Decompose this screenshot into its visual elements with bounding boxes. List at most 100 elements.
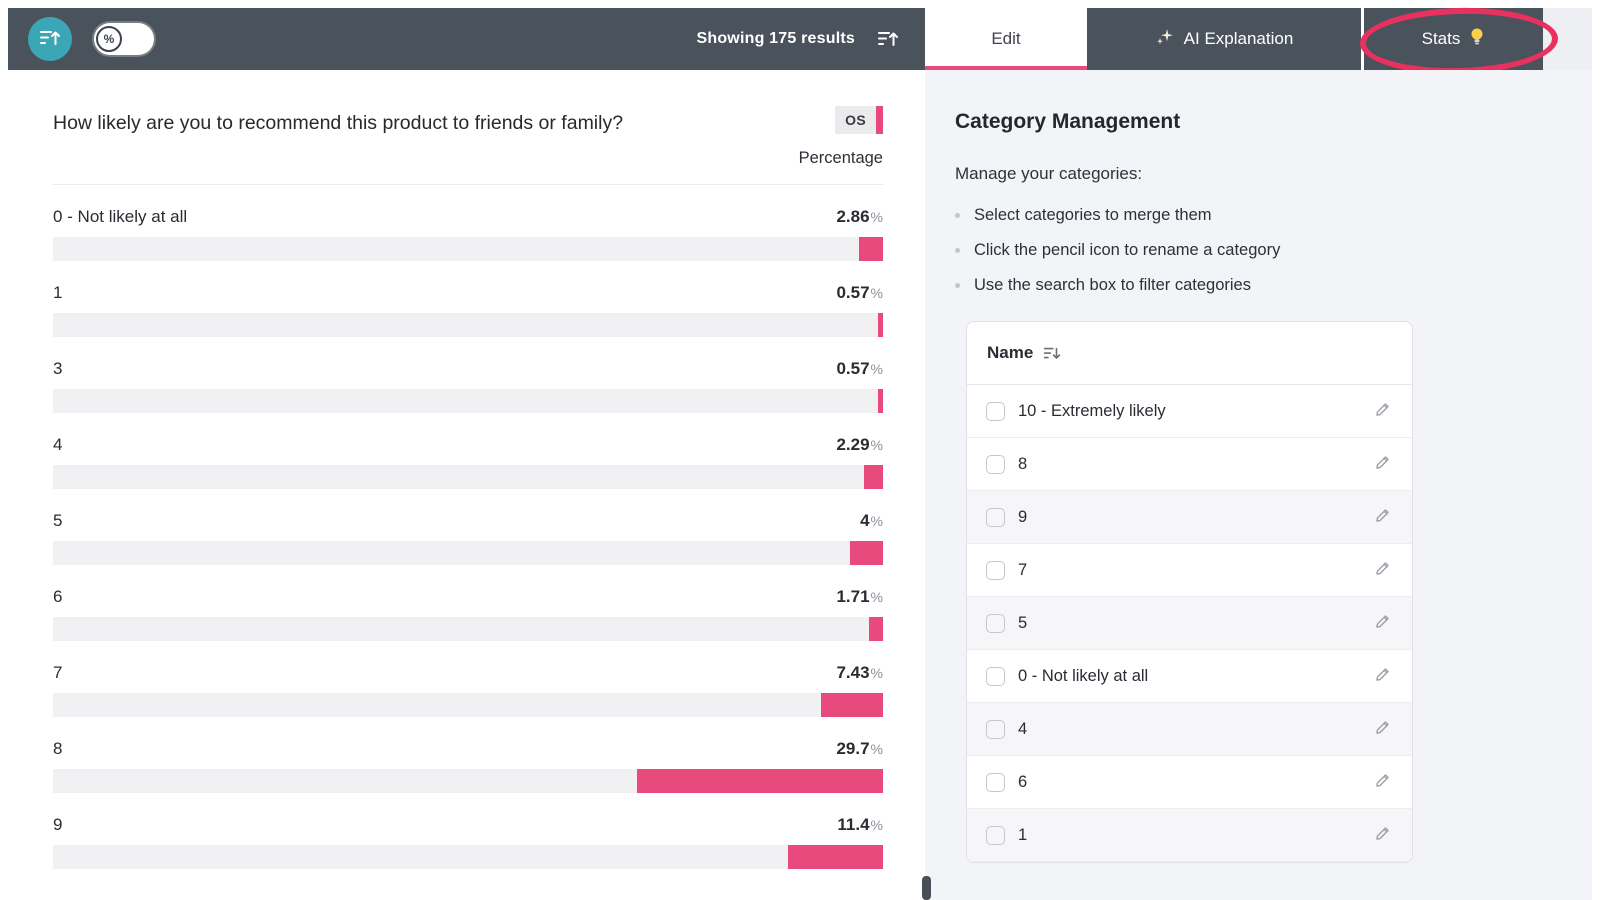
chart-row: 5 4% — [53, 511, 883, 565]
bar-value-unit: % — [870, 437, 883, 453]
sparkles-icon — [1155, 27, 1175, 52]
categories-table: Name 10 - Extremely likely — [966, 321, 1413, 863]
bar-value-unit: % — [870, 209, 883, 225]
bar-value-number: 4 — [860, 511, 870, 530]
panel-subtitle: Manage your categories: — [955, 164, 1143, 183]
category-checkbox[interactable] — [986, 613, 1005, 633]
sort-results-icon[interactable] — [877, 30, 899, 48]
tab-edit[interactable]: Edit — [925, 8, 1087, 70]
tab-stats[interactable]: Stats — [1361, 8, 1543, 70]
sort-ascending-icon — [39, 29, 61, 50]
category-row[interactable]: 1 — [967, 809, 1412, 862]
name-column-header: Name — [987, 343, 1034, 362]
bar-label: 1 — [53, 283, 63, 302]
header-divider — [53, 184, 883, 185]
bar-label: 4 — [53, 435, 63, 454]
bar-track — [53, 237, 883, 261]
category-row[interactable]: 9 — [967, 491, 1412, 544]
bar-value-number: 2.29 — [836, 435, 870, 454]
bar-label: 8 — [53, 739, 63, 758]
category-checkbox[interactable] — [986, 401, 1005, 421]
bar-value: 4% — [860, 511, 883, 531]
question-type-badge: OS — [835, 106, 883, 134]
bar-value-number: 7.43 — [836, 663, 870, 682]
percentage-toggle-knob: % — [96, 26, 122, 52]
category-row[interactable]: 8 — [967, 438, 1412, 491]
rename-category-button[interactable] — [1372, 558, 1393, 582]
category-row[interactable]: 10 - Extremely likely — [967, 385, 1412, 438]
category-row[interactable]: 4 — [967, 703, 1412, 756]
category-rows: 10 - Extremely likely 8 9 — [967, 385, 1412, 862]
results-toolbar: % Showing 175 results — [8, 8, 925, 70]
bar-label: 3 — [53, 359, 63, 378]
bar-value: 1.71% — [836, 587, 883, 607]
bar-value-number: 2.86 — [836, 207, 870, 226]
chart-row: 0 - Not likely at all 2.86% — [53, 207, 883, 261]
pencil-icon — [1374, 560, 1391, 580]
chart-row: 6 1.71% — [53, 587, 883, 641]
instruction-text: Use the search box to filter categories — [974, 276, 1251, 294]
tab-ai-explanation[interactable]: AI Explanation — [1087, 8, 1361, 70]
pencil-icon — [1374, 666, 1391, 686]
bar-fill — [849, 541, 883, 565]
main-area: How likely are you to recommend this pro… — [8, 70, 1592, 900]
instructions-list: Select categories to merge them Click th… — [955, 206, 1592, 295]
bar-value: 2.29% — [836, 435, 883, 455]
bar-fill — [864, 465, 883, 489]
category-checkbox[interactable] — [986, 454, 1005, 474]
category-checkbox[interactable] — [986, 772, 1005, 792]
rename-category-button[interactable] — [1372, 823, 1393, 847]
rename-category-button[interactable] — [1372, 399, 1393, 423]
bar-value-number: 0.57 — [836, 359, 870, 378]
chart-row-labels: 1 0.57% — [53, 283, 883, 303]
chart-row-labels: 8 29.7% — [53, 739, 883, 759]
rename-category-button[interactable] — [1372, 770, 1393, 794]
bar-label: 0 - Not likely at all — [53, 207, 188, 226]
rename-category-button[interactable] — [1372, 452, 1393, 476]
rename-category-button[interactable] — [1372, 505, 1393, 529]
rename-category-button[interactable] — [1372, 664, 1393, 688]
chart-row: 9 11.4% — [53, 815, 883, 869]
chart-row-labels: 7 7.43% — [53, 663, 883, 683]
categories-table-header: Name — [967, 322, 1412, 385]
category-checkbox[interactable] — [986, 507, 1005, 527]
bar-track — [53, 693, 883, 717]
category-row[interactable]: 6 — [967, 756, 1412, 809]
rename-category-button[interactable] — [1372, 717, 1393, 741]
category-checkbox[interactable] — [986, 560, 1005, 580]
sort-descending-icon[interactable] — [1043, 346, 1061, 361]
category-name: 8 — [1018, 454, 1028, 473]
category-checkbox[interactable] — [986, 666, 1005, 686]
bar-fill — [878, 313, 883, 337]
category-row[interactable]: 7 — [967, 544, 1412, 597]
bar-value-unit: % — [870, 817, 883, 833]
results-count-text: Showing 175 results — [696, 30, 855, 47]
bar-fill — [878, 389, 883, 413]
sort-results-button[interactable] — [28, 17, 72, 61]
chart-row: 8 29.7% — [53, 739, 883, 793]
pencil-icon — [1374, 613, 1391, 633]
category-name: 1 — [1018, 825, 1028, 844]
chart-row: 1 0.57% — [53, 283, 883, 337]
badge-accent-stripe — [876, 106, 883, 134]
chart-rows: 0 - Not likely at all 2.86% 1 0.57% 3 0.… — [53, 207, 883, 869]
bar-value-unit: % — [870, 741, 883, 757]
pencil-icon — [1374, 401, 1391, 421]
header-bar: % Showing 175 results Edit AI — [8, 5, 1592, 77]
lightbulb-icon — [1469, 27, 1485, 52]
percentage-toggle[interactable]: % — [94, 23, 154, 55]
rename-category-button[interactable] — [1372, 611, 1393, 635]
category-checkbox[interactable] — [986, 825, 1005, 845]
category-row[interactable]: 5 — [967, 597, 1412, 650]
bar-track — [53, 389, 883, 413]
bullet-dot — [955, 248, 960, 253]
bar-value-unit: % — [870, 513, 883, 529]
category-row[interactable]: 0 - Not likely at all — [967, 650, 1412, 703]
pencil-icon — [1374, 719, 1391, 739]
tab-stats-label: Stats — [1421, 29, 1461, 48]
bar-value-number: 0.57 — [836, 283, 870, 302]
scrollbar-thumb[interactable] — [922, 876, 931, 900]
instruction-item: Select categories to merge them — [955, 206, 1592, 225]
percent-symbol: % — [103, 32, 115, 46]
category-checkbox[interactable] — [986, 719, 1005, 739]
